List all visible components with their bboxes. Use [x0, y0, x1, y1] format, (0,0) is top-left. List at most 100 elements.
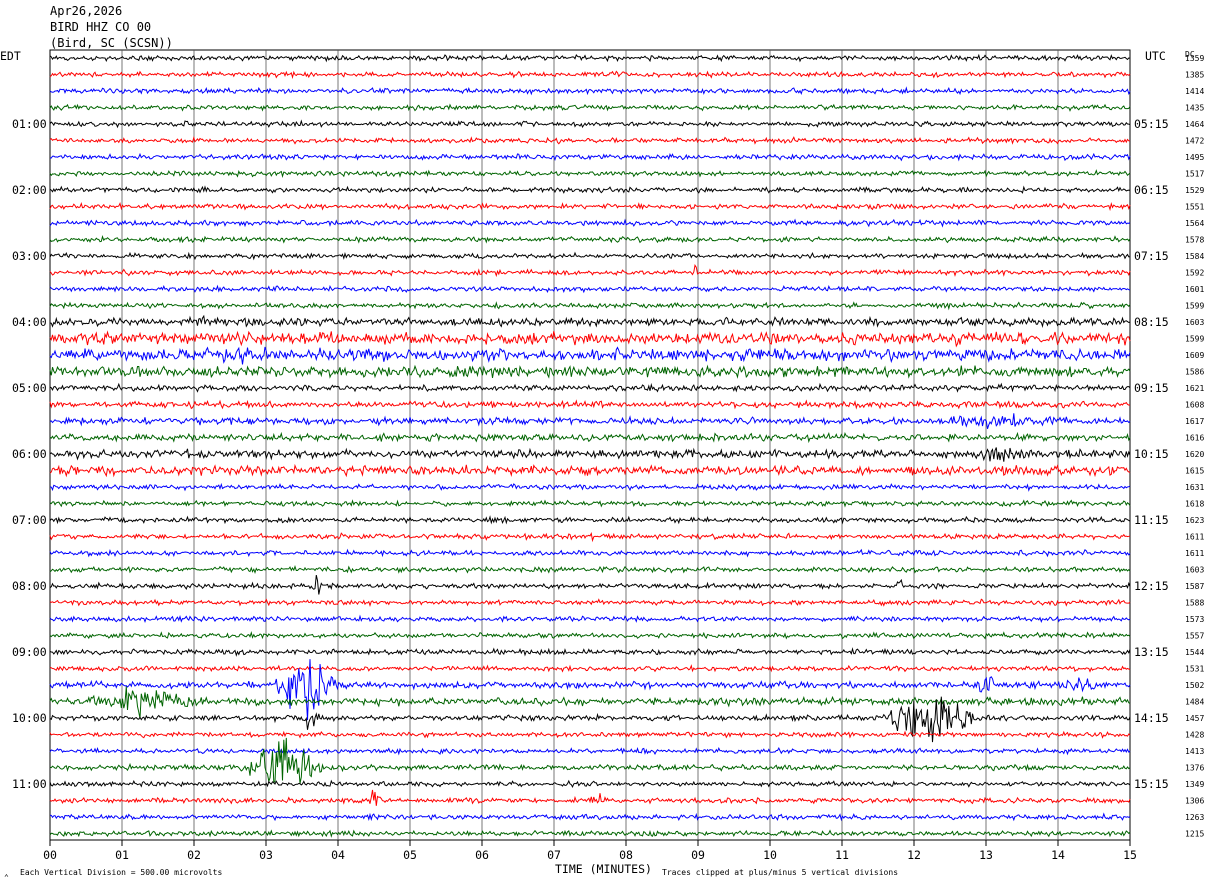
edt-label-03:00: 03:00 — [12, 249, 47, 263]
x-tick-label-08: 08 — [619, 848, 633, 862]
edt-label-01:00: 01:00 — [12, 117, 47, 131]
header-station: BIRD HHZ CO 00 — [50, 20, 151, 34]
x-tick-label-05: 05 — [403, 848, 417, 862]
trace-line-10 — [49, 201, 1131, 212]
trace-line-15 — [49, 284, 1131, 294]
trace-line-38 — [49, 664, 1131, 673]
trace-line-4 — [49, 103, 1131, 112]
dc-value-34: 1588 — [1185, 599, 1204, 608]
trace-line-34 — [49, 598, 1131, 608]
edt-label-10:00: 10:00 — [12, 711, 47, 725]
dc-value-26: 1615 — [1185, 467, 1204, 476]
clip-note: Traces clipped at plus/minus 5 vertical … — [662, 868, 898, 877]
trace-line-31 — [49, 548, 1131, 558]
edt-hour-labels: 01:00 02:00 03:00 04:00 05:00 06:00 07:00 08:00… — [12, 117, 47, 791]
dc-value-9: 1529 — [1185, 186, 1204, 195]
dc-value-25: 1620 — [1185, 450, 1204, 459]
trace-line-20 — [49, 364, 1131, 379]
trace-line-23 — [49, 413, 1131, 429]
trace-line-42 — [49, 730, 1131, 739]
trace-line-12 — [49, 235, 1131, 244]
trace-line-28 — [49, 499, 1131, 508]
trace-line-3 — [49, 86, 1131, 96]
dc-value-31: 1611 — [1185, 549, 1204, 558]
utc-label-13:15: 13:15 — [1134, 645, 1169, 659]
trace-line-21 — [49, 382, 1131, 393]
trace-line-46 — [49, 789, 1131, 806]
dc-value-17: 1603 — [1185, 318, 1204, 327]
x-tick-label-04: 04 — [331, 848, 345, 862]
trace-line-9 — [49, 185, 1131, 194]
utc-label-05:15: 05:15 — [1134, 117, 1169, 131]
trace-line-17 — [49, 314, 1131, 329]
trace-line-39 — [49, 659, 1131, 721]
trace-line-26 — [49, 463, 1131, 478]
edt-label-02:00: 02:00 — [12, 183, 47, 197]
x-tick-label-14: 14 — [1051, 848, 1065, 862]
dc-value-8: 1517 — [1185, 170, 1204, 179]
x-tick-label-00: 00 — [43, 848, 57, 862]
right-timezone-label: UTC — [1145, 49, 1166, 63]
trace-line-22 — [49, 399, 1131, 410]
dc-value-29: 1623 — [1185, 516, 1204, 525]
header-location: (Bird, SC (SCSN)) — [50, 36, 173, 50]
utc-label-07:15: 07:15 — [1134, 249, 1169, 263]
trace-line-1 — [49, 53, 1131, 63]
dc-value-37: 1544 — [1185, 648, 1204, 657]
trace-line-40 — [49, 686, 1131, 719]
dc-value-43: 1413 — [1185, 747, 1204, 756]
x-tick-label-09: 09 — [691, 848, 705, 862]
dc-value-23: 1617 — [1185, 417, 1204, 426]
x-tick-label-15: 15 — [1123, 848, 1137, 862]
trace-line-8 — [49, 169, 1131, 179]
trace-line-19 — [49, 346, 1131, 365]
utc-label-12:15: 12:15 — [1134, 579, 1169, 593]
trace-line-32 — [49, 565, 1131, 575]
dc-value-28: 1618 — [1185, 500, 1204, 509]
dc-value-11: 1564 — [1185, 219, 1204, 228]
x-tick-label-03: 03 — [259, 848, 273, 862]
trace-line-43 — [49, 746, 1131, 756]
trace-line-6 — [49, 135, 1131, 145]
dc-value-3: 1414 — [1185, 87, 1204, 96]
dc-offset-labels: 1359 1385 1414 1435 1464 1472 1495 1517 1529 1551… — [1185, 54, 1204, 839]
edt-label-06:00: 06:00 — [12, 447, 47, 461]
trace-line-13 — [49, 251, 1131, 261]
trace-line-5 — [49, 119, 1131, 129]
utc-label-09:15: 09:15 — [1134, 381, 1169, 395]
dc-value-38: 1531 — [1185, 665, 1204, 674]
header-date: Apr26,2026 — [50, 4, 122, 18]
dc-value-30: 1611 — [1185, 533, 1204, 542]
dc-value-41: 1457 — [1185, 714, 1204, 723]
edt-label-07:00: 07:00 — [12, 513, 47, 527]
dc-value-27: 1631 — [1185, 483, 1204, 492]
trace-line-16 — [49, 301, 1131, 311]
dc-value-6: 1472 — [1185, 137, 1204, 146]
trace-line-27 — [49, 482, 1131, 492]
utc-label-15:15: 15:15 — [1134, 777, 1169, 791]
x-tick-label-12: 12 — [907, 848, 921, 862]
utc-label-06:15: 06:15 — [1134, 183, 1169, 197]
dc-value-18: 1599 — [1185, 335, 1204, 344]
utc-hour-labels: 05:15 06:15 07:15 08:15 09:15 10:15 11:15 12:15… — [1134, 117, 1169, 791]
dc-value-22: 1608 — [1185, 401, 1204, 410]
trace-line-44 — [49, 737, 1131, 784]
dc-value-10: 1551 — [1185, 203, 1204, 212]
dc-value-24: 1616 — [1185, 434, 1204, 443]
trace-line-7 — [50, 152, 1131, 162]
utc-label-08:15: 08:15 — [1134, 315, 1169, 329]
utc-label-11:15: 11:15 — [1134, 513, 1169, 527]
trace-line-47 — [50, 812, 1131, 822]
edt-label-09:00: 09:00 — [12, 645, 47, 659]
x-tick-label-13: 13 — [979, 848, 993, 862]
x-tick-label-06: 06 — [475, 848, 489, 862]
dc-value-45: 1349 — [1185, 780, 1204, 789]
trace-line-33 — [49, 574, 1131, 595]
trace-line-18 — [49, 330, 1131, 348]
x-tick-label-10: 10 — [763, 848, 777, 862]
dc-value-42: 1428 — [1185, 731, 1204, 740]
dc-value-15: 1601 — [1185, 285, 1204, 294]
dc-value-44: 1376 — [1185, 764, 1204, 773]
dc-value-40: 1484 — [1185, 698, 1204, 707]
